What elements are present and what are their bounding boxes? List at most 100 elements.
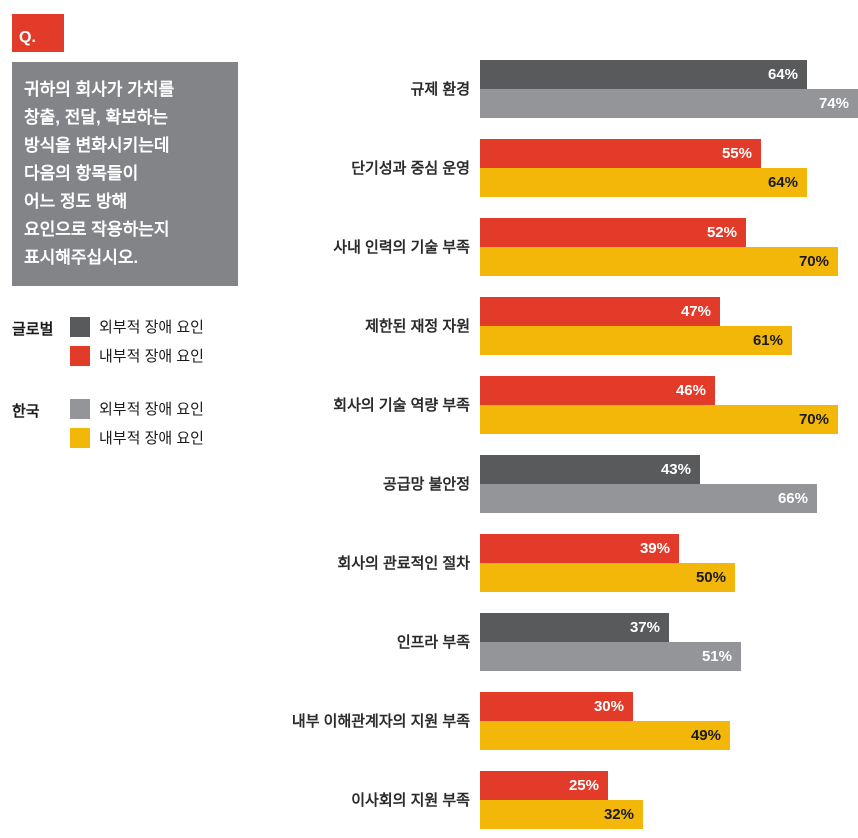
legend-swatch: [70, 427, 90, 448]
category-label: 회사의 기술 역량 부족: [333, 396, 470, 414]
question-badge: Q.: [12, 14, 64, 52]
legend-swatch: [70, 345, 90, 366]
category-label: 제한된 재정 자원: [365, 317, 470, 335]
bar-group: 제한된 재정 자원 47% 61%: [250, 297, 858, 355]
legend-item: 내부적 장애 요인: [70, 345, 204, 366]
bar-value-label: 74%: [818, 95, 849, 112]
bar-group: 인프라 부족 37% 51%: [250, 613, 858, 671]
bar-pair: 64% 74%: [480, 60, 858, 118]
bar-korea: 50%: [480, 563, 735, 592]
bar-pair: 30% 49%: [480, 692, 858, 750]
bar-global: 39%: [480, 534, 679, 563]
legend-label: 내부적 장애 요인: [99, 348, 204, 365]
bar-global: 46%: [480, 376, 715, 405]
question-line: 창출, 전달, 확보하는: [24, 108, 169, 127]
bar-value-label: 51%: [701, 648, 732, 665]
bar-value-label: 43%: [660, 461, 691, 478]
question-line: 표시해주십시오.: [24, 248, 139, 267]
bar-value-label: 39%: [639, 540, 670, 557]
legend-label: 내부적 장애 요인: [99, 430, 204, 447]
bar-global: 37%: [480, 613, 669, 642]
legend-label: 외부적 장애 요인: [99, 319, 204, 336]
legend-item: 내부적 장애 요인: [70, 427, 204, 448]
bar-global: 25%: [480, 771, 608, 800]
bar-global: 30%: [480, 692, 633, 721]
bar-pair: 39% 50%: [480, 534, 858, 592]
bar-value-label: 61%: [752, 332, 783, 349]
bar-group: 내부 이해관계자의 지원 부족 30% 49%: [250, 692, 858, 750]
question-line: 어느 정도 방해: [24, 192, 128, 211]
bar-global: 43%: [480, 455, 700, 484]
question-line: 방식을 변화시키는데: [24, 136, 170, 155]
bar-chart: 규제 환경 64% 74% 단기성과 중심 운영 55% 64% 사내 인력의 기술 부족 5…: [250, 60, 858, 829]
bar-value-label: 66%: [777, 490, 808, 507]
category-label: 사내 인력의 기술 부족: [333, 238, 470, 256]
question-line: 귀하의 회사가 가치를: [24, 80, 175, 99]
bar-group: 단기성과 중심 운영 55% 64%: [250, 139, 858, 197]
bar-pair: 43% 66%: [480, 455, 858, 513]
bar-korea: 32%: [480, 800, 643, 829]
bar-korea: 61%: [480, 326, 792, 355]
legend-item: 외부적 장애 요인: [70, 398, 204, 419]
bar-pair: 25% 32%: [480, 771, 858, 829]
bar-group: 회사의 관료적인 절차 39% 50%: [250, 534, 858, 592]
bar-value-label: 47%: [680, 303, 711, 320]
bar-value-label: 46%: [675, 382, 706, 399]
bar-pair: 37% 51%: [480, 613, 858, 671]
category-label: 이사회의 지원 부족: [351, 791, 470, 809]
bar-value-label: 64%: [767, 66, 798, 83]
bar-korea: 66%: [480, 484, 817, 513]
bar-group: 규제 환경 64% 74%: [250, 60, 858, 118]
category-label: 규제 환경: [410, 80, 470, 98]
bar-value-label: 64%: [767, 174, 798, 191]
question-line: 요인으로 작용하는지: [24, 220, 170, 239]
legend: 글로벌 외부적 장애 요인 내부적 장애 요인 한국 외부적 장애 요인 내부적 장애 요…: [12, 316, 250, 448]
bar-value-label: 25%: [568, 777, 599, 794]
bar-value-label: 50%: [695, 569, 726, 586]
bar-value-label: 70%: [798, 253, 829, 270]
legend-group-name: 한국: [12, 403, 40, 420]
legend-label: 외부적 장애 요인: [99, 401, 204, 418]
bar-value-label: 49%: [690, 727, 721, 744]
category-label: 인프라 부족: [396, 633, 470, 651]
bar-group: 공급망 불안정 43% 66%: [250, 455, 858, 513]
bar-group: 회사의 기술 역량 부족 46% 70%: [250, 376, 858, 434]
bar-korea: 49%: [480, 721, 730, 750]
bar-pair: 55% 64%: [480, 139, 858, 197]
question-badge-label: Q.: [19, 29, 36, 46]
bar-korea: 70%: [480, 405, 838, 434]
legend-swatch: [70, 316, 90, 337]
legend-swatch: [70, 398, 90, 419]
legend-group-name: 글로벌: [12, 321, 54, 338]
bar-group: 사내 인력의 기술 부족 52% 70%: [250, 218, 858, 276]
bar-korea: 74%: [480, 89, 858, 118]
category-label: 내부 이해관계자의 지원 부족: [291, 712, 470, 730]
bar-value-label: 32%: [603, 806, 634, 823]
bar-value-label: 52%: [706, 224, 737, 241]
bar-group: 이사회의 지원 부족 25% 32%: [250, 771, 858, 829]
bar-korea: 51%: [480, 642, 741, 671]
legend-item: 외부적 장애 요인: [70, 316, 204, 337]
bar-global: 55%: [480, 139, 761, 168]
question-line: 다음의 항목들이: [24, 164, 139, 183]
bar-global: 52%: [480, 218, 746, 247]
bar-value-label: 55%: [721, 145, 752, 162]
bar-pair: 52% 70%: [480, 218, 858, 276]
bar-global: 47%: [480, 297, 720, 326]
category-label: 단기성과 중심 운영: [351, 159, 470, 177]
category-label: 공급망 불안정: [383, 475, 470, 493]
bar-value-label: 30%: [593, 698, 624, 715]
bar-global: 64%: [480, 60, 807, 89]
bar-korea: 70%: [480, 247, 838, 276]
bar-value-label: 37%: [629, 619, 660, 636]
bar-pair: 47% 61%: [480, 297, 858, 355]
category-label: 회사의 관료적인 절차: [337, 554, 470, 572]
bar-value-label: 70%: [798, 411, 829, 428]
